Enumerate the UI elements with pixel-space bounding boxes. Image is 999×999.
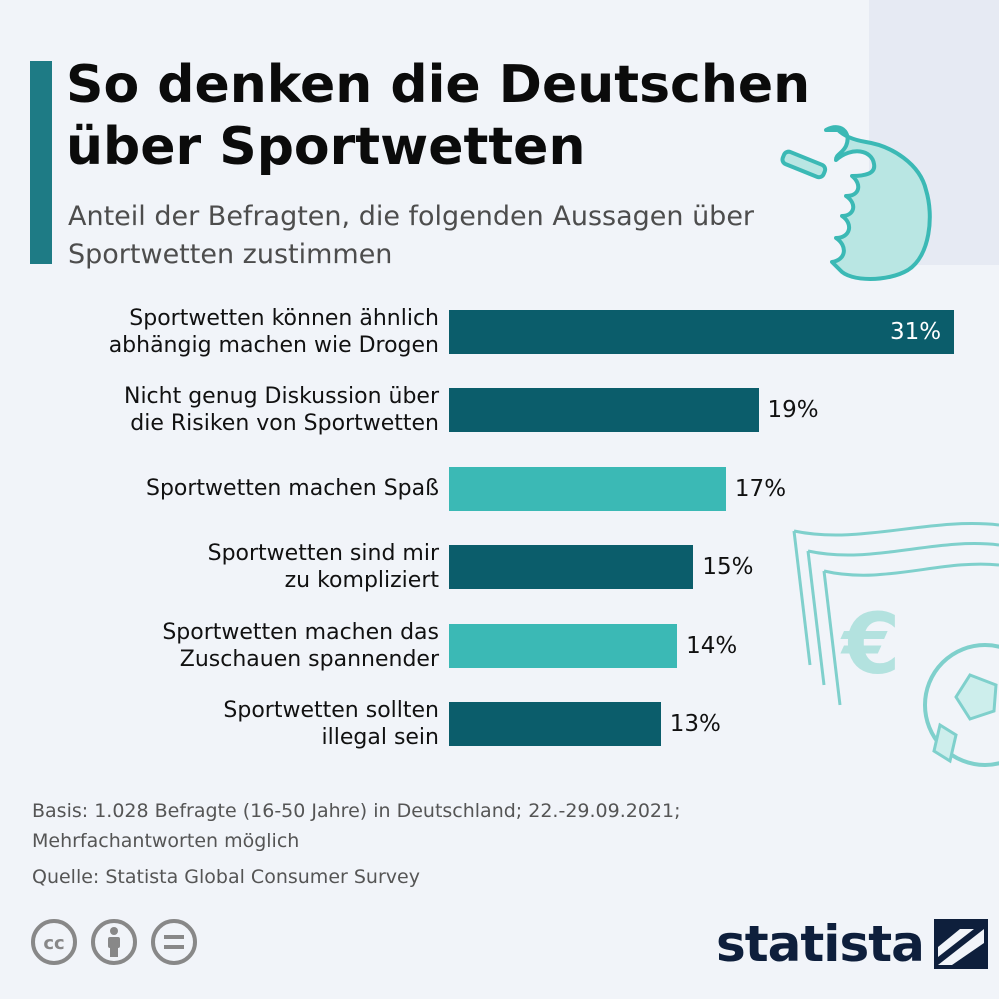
category-label-line: Nicht genug Diskussion über — [123, 384, 439, 410]
chart-subtitle: Anteil der Befragten, die folgenden Auss… — [68, 201, 755, 270]
cc-icon[interactable]: cc — [30, 918, 78, 966]
bar-value-label: 17% — [734, 475, 787, 502]
category-label: Sportwetten können ähnlich abhängig mache… — [19, 305, 439, 359]
category-label-line: zu kompliziert — [284, 568, 439, 594]
chart-title: So denken die Deutschen über Sportwetten — [66, 55, 811, 177]
category-label-line: Zuschauen spannender — [179, 646, 439, 672]
category-label: Sportwetten machen das Zuschauen spannend… — [19, 619, 439, 673]
category-label-line: Sportwetten machen Spaß — [145, 476, 439, 502]
statista-mark-icon — [933, 919, 988, 969]
bar — [449, 388, 759, 433]
svg-text:€: € — [840, 595, 900, 693]
category-label: Sportwetten sollten illegal sein — [19, 697, 439, 751]
category-label-line: Sportwetten machen das — [162, 619, 439, 645]
no-derivatives-icon[interactable] — [150, 918, 198, 966]
category-label-line: die Risiken von Sportwetten — [130, 411, 439, 437]
category-label-line: Sportwetten können ähnlich — [129, 306, 439, 331]
bar-value-label: 19% — [767, 397, 819, 424]
bar — [449, 466, 726, 511]
bar-value-label: 14% — [686, 632, 738, 659]
category-label: Sportwetten sind mir zu kompliziert — [19, 540, 439, 594]
statista-logo[interactable]: statista — [716, 916, 988, 972]
bar-value-label: 31% — [890, 319, 942, 345]
footnote: Basis: 1.028 Befragte (16-50 Jahre) in D… — [32, 796, 832, 856]
money-and-ball-icon: € — [792, 522, 999, 767]
svg-text:cc: cc — [43, 933, 64, 954]
bar — [449, 702, 661, 746]
accent-bar — [30, 61, 52, 264]
bar — [449, 623, 678, 668]
attribution-icon[interactable] — [90, 918, 138, 966]
brand-wordmark: statista — [716, 915, 925, 973]
source-note: Quelle: Statista Global Consumer Survey — [32, 866, 420, 888]
category-label: Sportwetten machen Spaß — [19, 475, 439, 502]
category-label-line: illegal sein — [321, 725, 439, 750]
category-label: Nicht genug Diskussion über die Risiken v… — [19, 383, 439, 437]
bar-chart: Sportwetten können ähnlich abhängig mache… — [0, 290, 999, 770]
bar — [449, 310, 954, 354]
category-label-line: abhängig machen wie Drogen — [108, 333, 439, 358]
footnote-line-2: Mehrfachantworten möglich — [32, 830, 300, 852]
bar-value-label: 13% — [669, 711, 721, 737]
category-label-line: Sportwetten sind mir — [207, 541, 439, 567]
bar-value-label: 15% — [702, 554, 754, 581]
license-icons: cc — [30, 918, 198, 966]
hand-icon — [780, 125, 932, 281]
footnote-line-1: Basis: 1.028 Befragte (16-50 Jahre) in D… — [32, 800, 681, 822]
category-label-line: Sportwetten sollten — [223, 698, 439, 723]
bar — [449, 545, 694, 590]
